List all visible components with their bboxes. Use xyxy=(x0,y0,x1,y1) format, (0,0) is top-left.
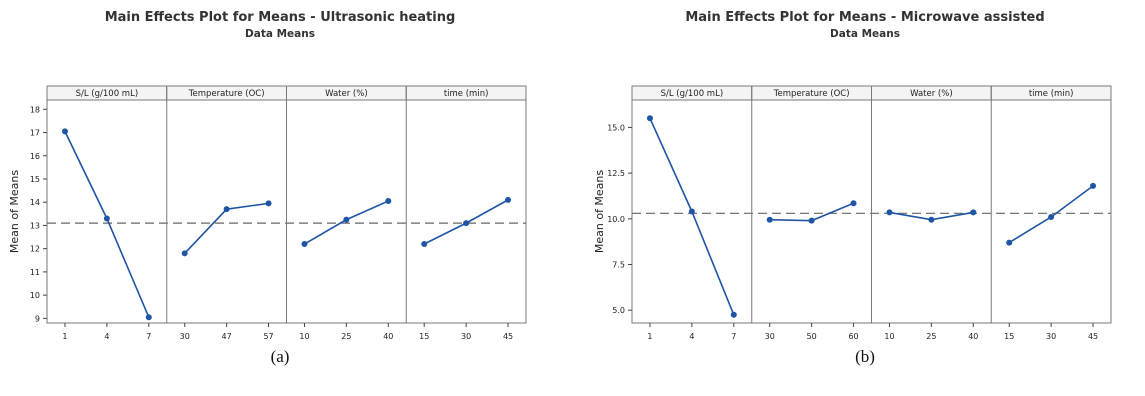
chart-subtitle: Data Means xyxy=(830,28,900,40)
y-tick-label: 12 xyxy=(30,245,40,254)
x-tick-label: 4 xyxy=(104,332,109,341)
x-tick-label: 45 xyxy=(1088,332,1098,341)
x-tick-label: 4 xyxy=(689,332,694,341)
x-tick-label: 25 xyxy=(341,332,351,341)
panel-label: time (min) xyxy=(444,89,489,99)
data-point xyxy=(928,216,935,223)
figure-caption: (a) xyxy=(270,347,290,366)
panel-label: time (min) xyxy=(1029,89,1074,99)
panel-label: Water (%) xyxy=(910,89,953,99)
x-tick-label: 10 xyxy=(884,332,894,341)
x-tick-label: 45 xyxy=(503,332,513,341)
series-line xyxy=(64,131,150,318)
panel-label: S/L (g/100 mL) xyxy=(661,89,724,99)
y-tick-label: 10.0 xyxy=(607,215,625,224)
y-tick-label: 12.5 xyxy=(607,169,625,178)
panel-label: Water (%) xyxy=(325,89,368,99)
y-tick-label: 13 xyxy=(30,221,40,230)
data-point xyxy=(421,241,428,248)
data-point xyxy=(970,209,977,216)
x-tick-label: 30 xyxy=(765,332,775,341)
data-point xyxy=(1006,239,1013,246)
chart-title: Main Effects Plot for Means - Ultrasonic… xyxy=(104,10,456,25)
figure-a: Main Effects Plot for Means - Ultrasonic… xyxy=(0,0,560,396)
x-tick-label: 30 xyxy=(461,332,471,341)
data-point xyxy=(850,200,857,207)
series-line xyxy=(649,117,735,316)
x-tick-label: 40 xyxy=(383,332,393,341)
data-point xyxy=(688,208,695,215)
data-point xyxy=(181,250,188,257)
x-tick-label: 1 xyxy=(62,332,67,341)
y-tick-label: 14 xyxy=(30,198,40,207)
data-point xyxy=(730,311,737,318)
data-point xyxy=(301,241,308,248)
x-tick-label: 25 xyxy=(926,332,936,341)
data-point xyxy=(505,196,512,203)
y-axis-label: Mean of Means xyxy=(593,170,606,254)
x-tick-label: 60 xyxy=(848,332,858,341)
figure-caption: (b) xyxy=(855,347,875,366)
chart-subtitle: Data Means xyxy=(245,28,315,40)
y-tick-label: 15.0 xyxy=(607,123,625,132)
y-tick-label: 16 xyxy=(30,152,40,161)
data-point xyxy=(61,128,68,135)
x-tick-label: 30 xyxy=(180,332,190,341)
panel-label: Temperature (OC) xyxy=(773,89,850,99)
y-tick-label: 7.5 xyxy=(612,261,625,270)
y-tick-label: 9 xyxy=(35,314,40,323)
x-tick-label: 40 xyxy=(968,332,978,341)
data-point xyxy=(145,314,152,321)
x-tick-label: 30 xyxy=(1046,332,1056,341)
data-point xyxy=(223,206,230,213)
data-point xyxy=(886,209,893,216)
data-point xyxy=(463,220,470,227)
data-point xyxy=(646,115,653,122)
data-point xyxy=(103,215,110,222)
y-tick-label: 15 xyxy=(30,175,40,184)
panel-label: S/L (g/100 mL) xyxy=(76,89,139,99)
data-point xyxy=(1048,213,1055,220)
y-tick-label: 18 xyxy=(30,105,40,114)
y-tick-label: 5.0 xyxy=(612,306,625,315)
chart-b-svg: Mean of Means 5.0 7.5 10.0 12.5 15.0 S/L (g/10… xyxy=(593,85,1112,341)
data-point xyxy=(766,216,773,223)
y-tick-label: 17 xyxy=(30,129,40,138)
x-tick-label: 15 xyxy=(419,332,429,341)
figure-b: Main Effects Plot for Means - Microwave … xyxy=(585,0,1145,396)
data-point xyxy=(808,217,815,224)
panel-label: Temperature (OC) xyxy=(188,89,265,99)
x-tick-label: 15 xyxy=(1004,332,1014,341)
x-tick-label: 57 xyxy=(263,332,273,341)
x-tick-label: 7 xyxy=(731,332,736,341)
data-point xyxy=(343,216,350,223)
x-tick-label: 50 xyxy=(807,332,817,341)
x-tick-label: 47 xyxy=(222,332,232,341)
y-tick-label: 10 xyxy=(30,291,40,300)
x-tick-label: 1 xyxy=(647,332,652,341)
data-point xyxy=(1090,182,1097,189)
x-tick-label: 7 xyxy=(146,332,151,341)
x-tick-label: 10 xyxy=(299,332,309,341)
data-point xyxy=(385,198,392,205)
y-tick-label: 11 xyxy=(30,268,40,277)
data-point xyxy=(265,200,272,207)
y-axis-label: Mean of Means xyxy=(8,170,21,254)
chart-title: Main Effects Plot for Means - Microwave … xyxy=(685,10,1045,25)
